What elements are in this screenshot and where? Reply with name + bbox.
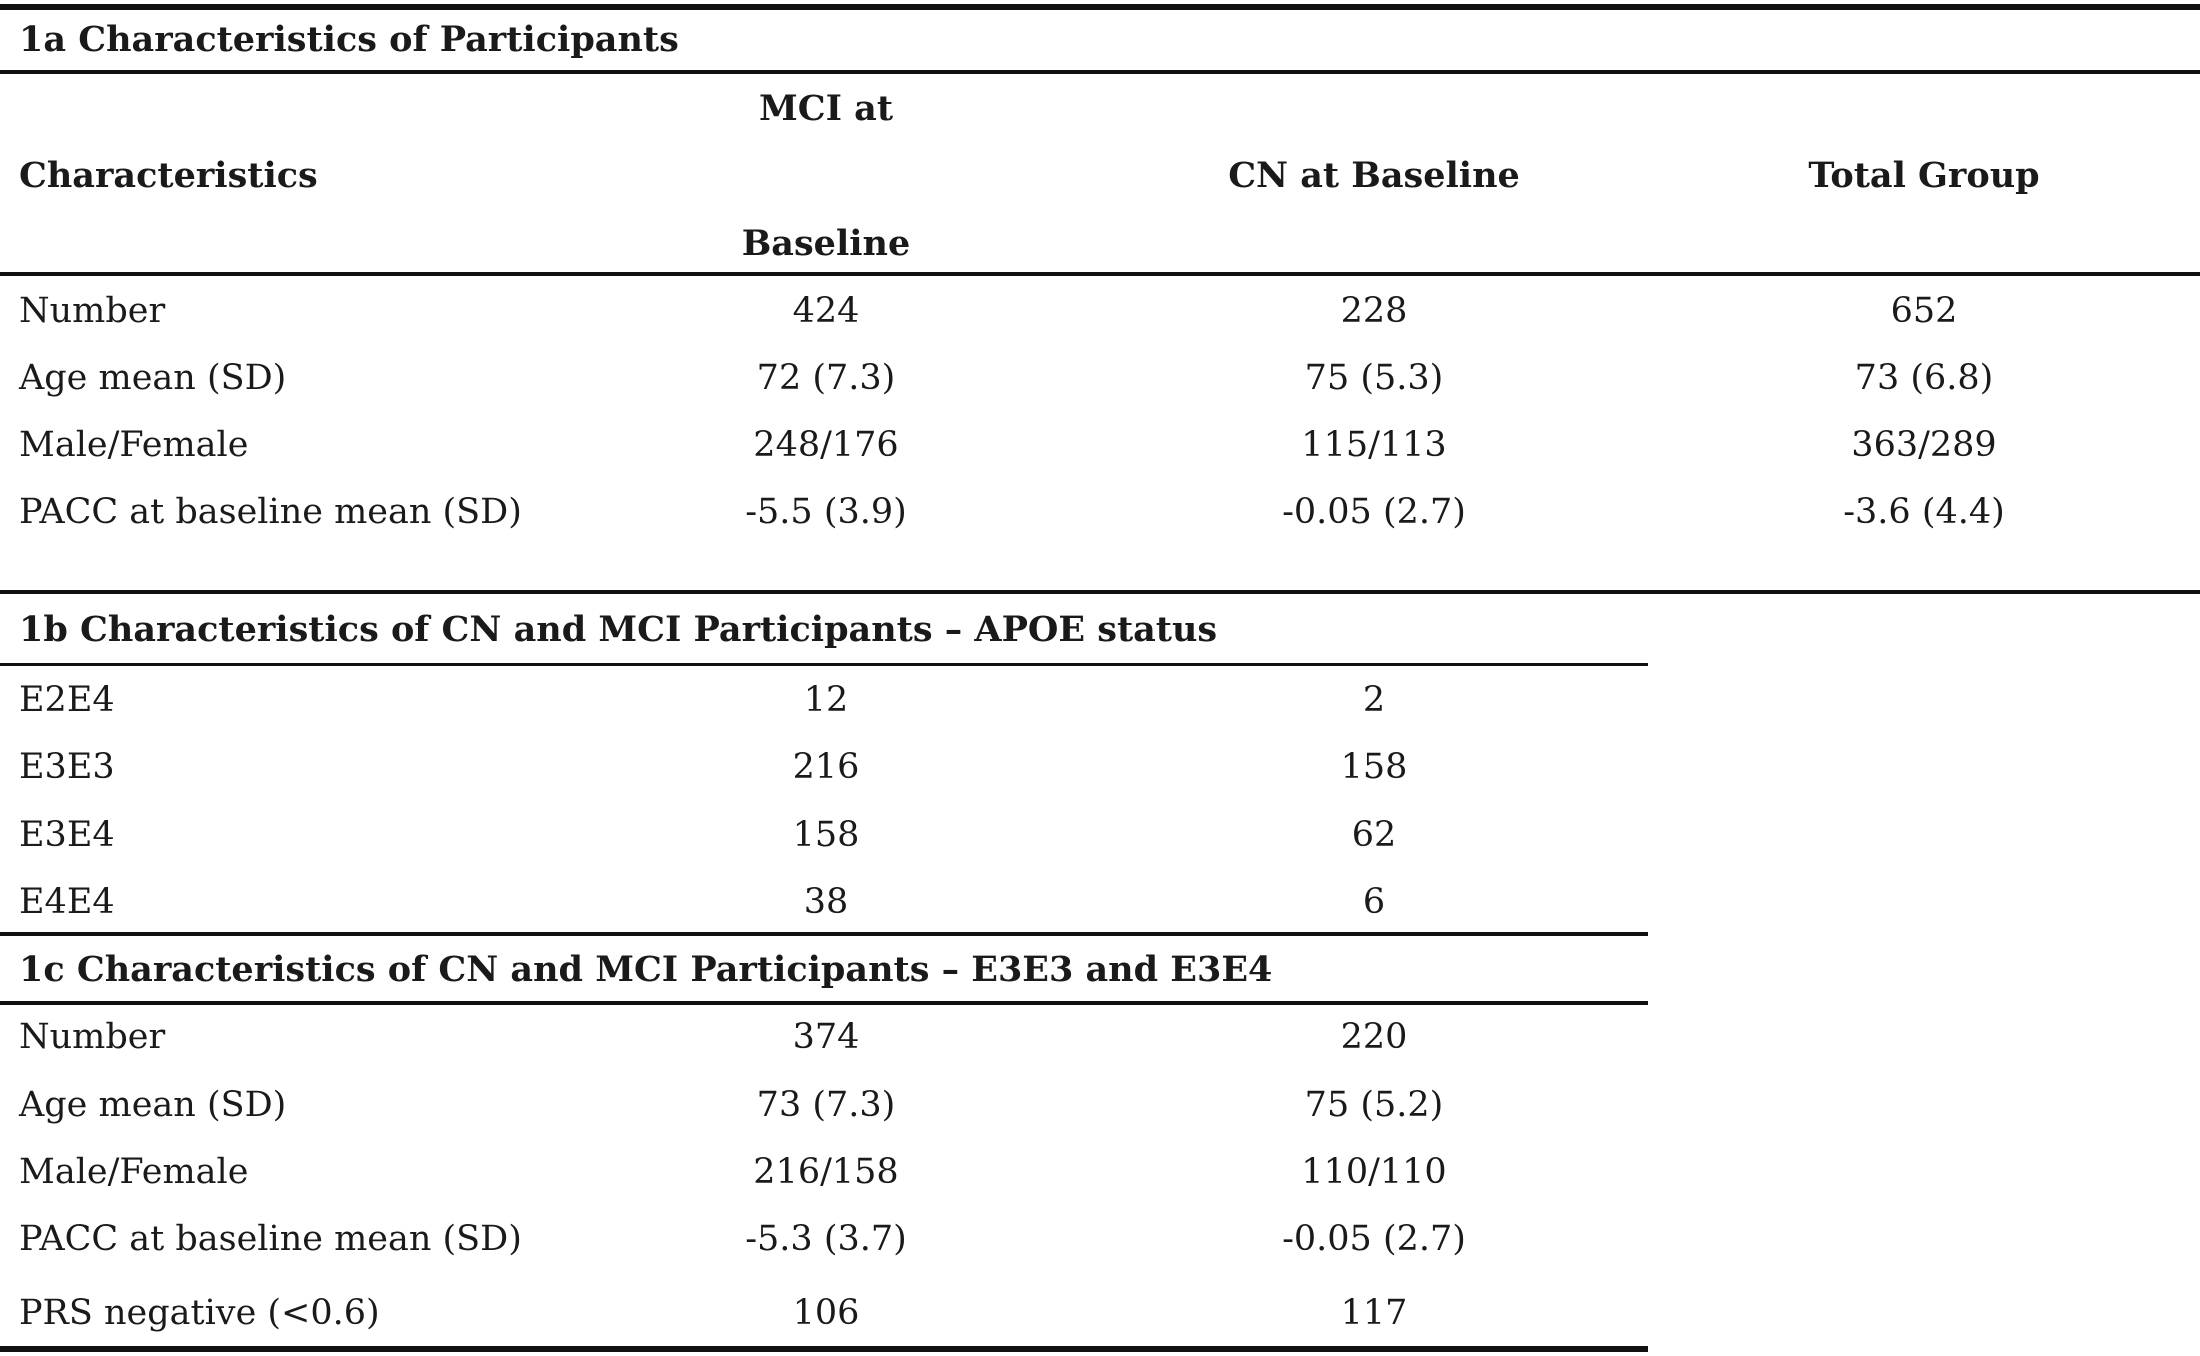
row-label: Age mean (SD) [19,1085,287,1125]
cn-value: 2 [1362,680,1386,720]
row-label: E4E4 [19,882,115,922]
section-1b-title-rule [0,663,1648,666]
header-total: Total Group [1808,155,2040,196]
cn-value: 110/110 [1301,1152,1447,1192]
row-label: E3E4 [19,815,115,855]
cn-value: 228 [1340,291,1408,331]
cn-value: 158 [1340,747,1408,787]
section-1b-top-rule [0,590,2200,594]
total-value: 363/289 [1851,425,1997,465]
mci-value: 106 [792,1293,860,1333]
row-label: PACC at baseline mean (SD) [19,492,522,532]
mci-value: 38 [803,882,849,922]
total-value: 73 (6.8) [1854,358,1994,398]
mci-value: 248/176 [753,425,899,465]
header-mci-line1: MCI at [758,88,893,129]
section-1b-title: 1b Characteristics of CN and MCI Partici… [19,609,1218,650]
cn-value: 75 (5.2) [1304,1085,1444,1125]
cn-value: 220 [1340,1017,1408,1057]
mci-value: 158 [792,815,860,855]
section-1c-title: 1c Characteristics of CN and MCI Partici… [19,949,1273,990]
cn-value: 117 [1340,1293,1408,1333]
cn-value: 75 (5.3) [1304,358,1444,398]
header-cn: CN at Baseline [1228,155,1520,196]
row-label: Male/Female [19,425,249,465]
row-label: E3E3 [19,747,115,787]
mci-value: 72 (7.3) [756,358,896,398]
cn-value: 115/113 [1301,425,1447,465]
row-label: PACC at baseline mean (SD) [19,1219,522,1259]
section-1a-title: 1a Characteristics of Participants [19,19,679,60]
header-bottom-rule [0,272,2200,276]
mci-value: 424 [792,291,860,331]
row-label: E2E4 [19,680,115,720]
header-characteristics: Characteristics [19,155,318,196]
cn-value: 62 [1351,815,1397,855]
bottom-rule [0,1346,1648,1352]
row-label: Number [19,291,166,331]
section-1c-title-rule [0,1001,1648,1005]
mci-value: -5.3 (3.7) [745,1219,907,1259]
cn-value: -0.05 (2.7) [1282,492,1466,532]
section-1a-title-rule [0,70,2200,74]
mci-value: 12 [803,680,849,720]
row-label: Number [19,1017,166,1057]
row-label: Male/Female [19,1152,249,1192]
row-label: PRS negative (<0.6) [19,1293,380,1333]
mci-value: 73 (7.3) [756,1085,896,1125]
mci-value: -5.5 (3.9) [745,492,907,532]
mci-value: 216/158 [753,1152,899,1192]
row-label: Age mean (SD) [19,358,287,398]
top-rule [0,4,2200,10]
total-value: -3.6 (4.4) [1843,492,2005,532]
total-value: 652 [1890,291,1958,331]
header-mci-line2: Baseline [741,223,911,264]
mci-value: 374 [792,1017,860,1057]
cn-value: -0.05 (2.7) [1282,1219,1466,1259]
mci-value: 216 [792,747,860,787]
cn-value: 6 [1362,882,1386,922]
section-1c-top-rule [0,932,1648,936]
